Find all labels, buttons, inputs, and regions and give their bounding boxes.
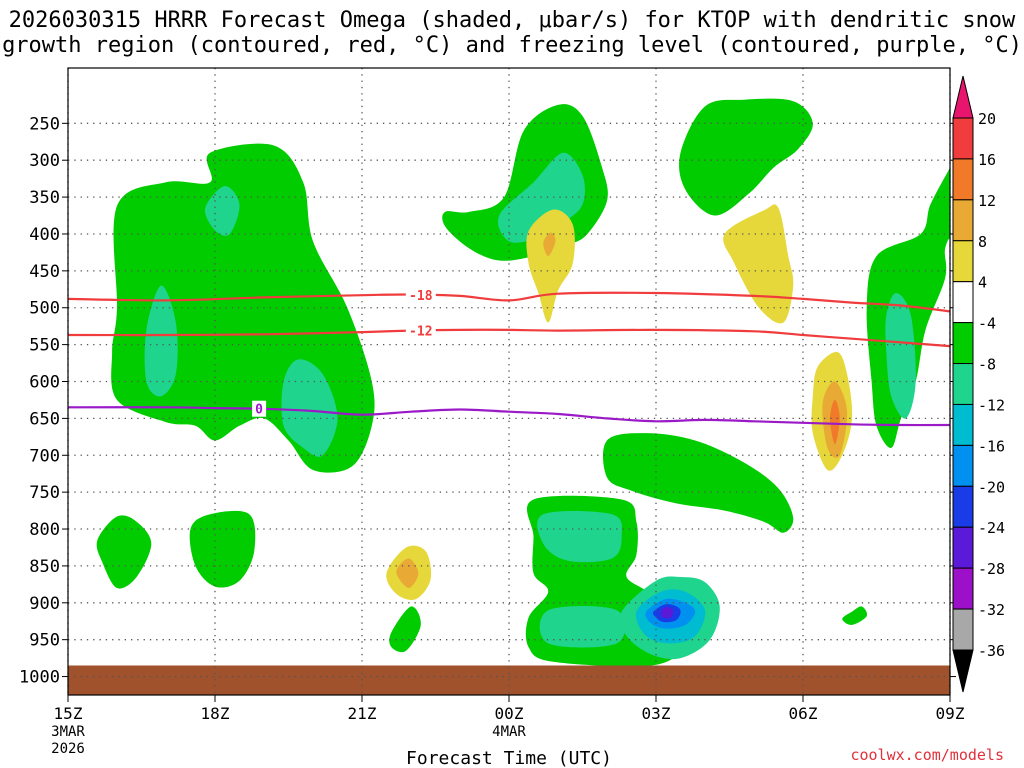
y-tick-label-700: 700 (29, 446, 60, 466)
omega-region-8-28 (396, 558, 419, 589)
contour-dgz-m12 (68, 328, 950, 348)
omega-region-12-31 (830, 399, 840, 445)
x-tick-label-00Z: 00Z (495, 704, 524, 723)
colorbar-box-11 (952, 567, 974, 610)
colorbar-label-m12: -12 (978, 396, 1005, 414)
x-axis-label: Forecast Time (UTC) (406, 748, 612, 768)
y-tick-label-400: 400 (29, 225, 60, 245)
omega-region-m4-4 (96, 515, 152, 589)
x-tick-label-18Z: 18Z (201, 704, 230, 723)
omega-region-m4-6 (389, 606, 421, 653)
colorbar-label-m16: -16 (978, 437, 1005, 455)
grid-layer (67, 68, 951, 695)
omega-region-m8-14 (537, 511, 623, 563)
x-tick-year-15Z: 2026 (51, 741, 85, 757)
omega-region-m4-9 (842, 606, 868, 625)
omega-region-m4-8 (602, 433, 794, 533)
colorbar-label-20: 20 (978, 110, 996, 128)
x-tick-date-15Z: 3MAR (51, 724, 85, 740)
omega-region-4-24 (526, 209, 575, 323)
colorbar-label-m24: -24 (978, 519, 1005, 537)
omega-region-m8-12 (281, 359, 338, 457)
omega-region-m4-5 (189, 510, 256, 588)
contour-label-m18: -18 (409, 289, 433, 304)
colorbar-box-12 (952, 608, 974, 651)
y-tick-label-900: 900 (29, 594, 60, 614)
contour-dgz-m18 (68, 291, 950, 313)
colorbar: 20 16 12 8 4 -4 -8 -12 -16 -20 -24 -28 -32 -36 (952, 75, 1005, 693)
omega-fill-layer (96, 98, 950, 667)
y-tick-label-450: 450 (29, 262, 60, 282)
contour-freezing-level-0 (68, 406, 950, 427)
x-tick-label-15Z: 15Z (54, 704, 83, 723)
colorbar-bottom-arrow (952, 649, 974, 693)
omega-region-8-29 (543, 232, 556, 257)
colorbar-box-0 (952, 117, 974, 160)
colorbar-label-12: 12 (978, 192, 996, 210)
chart-title-line-1: 2026030315 HRRR Forecast Omega (shaded, … (8, 8, 1016, 33)
omega-region-m24-22 (660, 607, 674, 619)
colorbar-box-9 (952, 485, 974, 528)
colorbar-box-1 (952, 158, 974, 201)
omega-region-m8-10 (204, 185, 240, 236)
colorbar-box-10 (952, 526, 974, 569)
x-tick-label-09Z: 09Z (936, 704, 965, 723)
colorbar-box-6 (952, 363, 974, 405)
y-tick-label-500: 500 (29, 299, 60, 319)
contour-label-0: 0 (255, 403, 263, 418)
x-tick-label-06Z: 06Z (789, 704, 818, 723)
omega-region-m8-15 (539, 606, 626, 648)
y-tick-label-250: 250 (29, 114, 60, 134)
y-tick-label-950: 950 (29, 631, 60, 651)
x-tick-label-21Z: 21Z (348, 704, 377, 723)
omega-region-m8-11 (144, 285, 178, 397)
contour-label-m12: -12 (409, 324, 432, 339)
colorbar-box-2 (952, 199, 974, 242)
colorbar-label-m8: -8 (978, 356, 996, 374)
contour-label-bg (405, 322, 436, 339)
x-tick-label-03Z: 03Z (642, 704, 671, 723)
colorbar-box-5 (952, 322, 974, 365)
y-tick-label-1000: 1000 (19, 668, 60, 688)
y-tick-label-300: 300 (29, 151, 60, 171)
colorbar-box-8 (952, 444, 974, 487)
y-tick-label-750: 750 (29, 483, 60, 503)
omega-region-m8-16 (885, 293, 916, 419)
source-credit: coolwx.com/models (850, 746, 1004, 764)
contour-layer: -18 -12 0 (68, 286, 950, 427)
colorbar-box-7 (952, 403, 974, 446)
omega-region-m4-2 (679, 98, 813, 216)
omega-region-4-25 (723, 204, 794, 324)
colorbar-box-4 (952, 281, 974, 324)
colorbar-top-arrow (952, 75, 974, 119)
y-tick-label-350: 350 (29, 188, 60, 208)
contour-label-bg (405, 286, 436, 303)
axes-layer: 250 300 350 400 450 500 550 600 650 700 750 800 850 9… (19, 114, 965, 757)
colorbar-label-m32: -32 (978, 601, 1005, 619)
colorbar-label-m36: -36 (978, 642, 1005, 660)
colorbar-label-4: 4 (978, 274, 987, 292)
colorbar-label-m4: -4 (978, 315, 996, 333)
colorbar-box-3 (952, 240, 974, 283)
y-tick-label-600: 600 (29, 373, 60, 393)
colorbar-label-m20: -20 (978, 478, 1005, 496)
colorbar-label-m28: -28 (978, 560, 1005, 578)
y-tick-label-650: 650 (29, 409, 60, 429)
contour-label-bg (252, 400, 267, 417)
x-tick-date-00Z: 4MAR (492, 724, 526, 740)
colorbar-label-16: 16 (978, 151, 996, 169)
y-tick-label-800: 800 (29, 520, 60, 540)
chart-title-line-2: growth region (contoured, red, °C) and f… (2, 33, 1022, 58)
y-tick-label-550: 550 (29, 336, 60, 356)
colorbar-label-8: 8 (978, 233, 987, 251)
y-tick-label-850: 850 (29, 557, 60, 577)
